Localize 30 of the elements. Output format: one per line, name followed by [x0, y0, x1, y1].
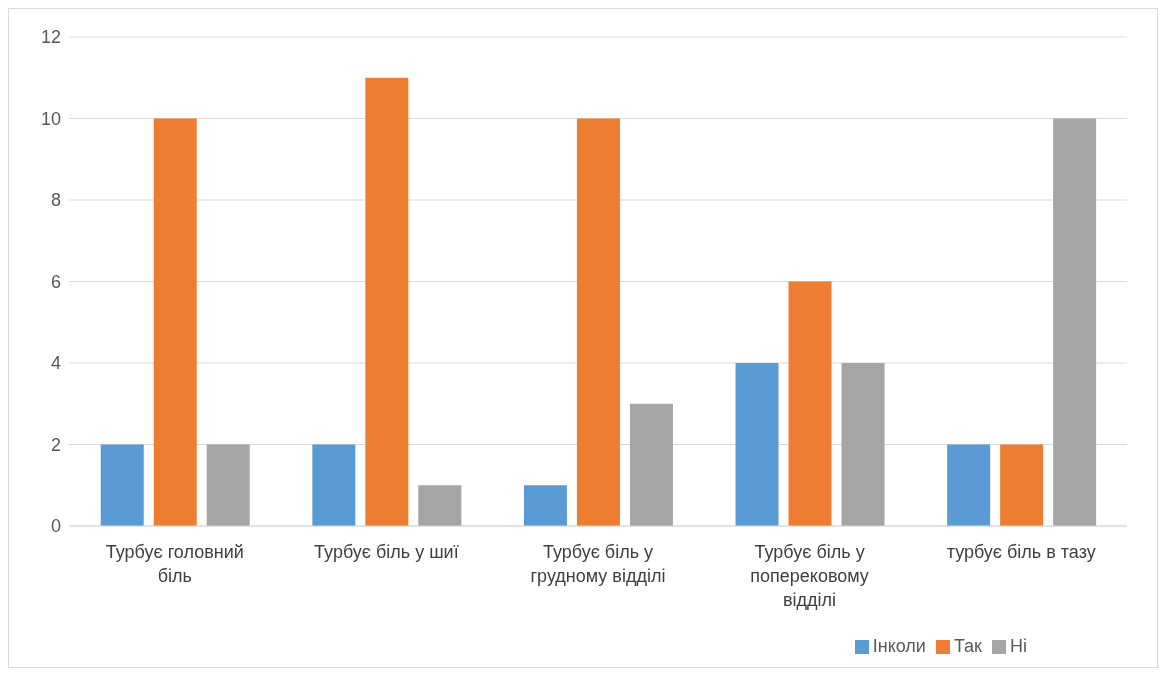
bar: [365, 77, 409, 526]
bar: [841, 363, 885, 526]
bar: [788, 281, 832, 526]
y-tick-label: 2: [50, 434, 61, 455]
y-tick-label: 10: [40, 108, 61, 129]
x-tick-label: Турбує біль у грудному відділі: [530, 542, 666, 586]
bar: [1000, 444, 1044, 526]
bar: [576, 118, 620, 526]
bar: [735, 363, 779, 526]
bar: [523, 485, 567, 526]
bar: [153, 118, 197, 526]
x-tick-label: Турбує біль у поперековому відділі: [750, 542, 869, 610]
y-tick-label: 0: [50, 516, 61, 537]
y-tick-label: 8: [50, 190, 61, 211]
x-tick-label: турбує біль в тазу: [946, 542, 1096, 562]
y-tick-label: 4: [50, 353, 61, 374]
y-tick-label: 6: [50, 271, 61, 292]
bar: [312, 444, 356, 526]
legend-label: Так: [953, 636, 982, 656]
legend-label: Ні: [1010, 636, 1027, 656]
x-tick-label: Турбує головний біль: [105, 542, 244, 586]
bar: [947, 444, 991, 526]
x-tick-label: Турбує біль у шиї: [314, 542, 459, 562]
y-tick-label: 12: [40, 27, 61, 48]
bar: [629, 403, 673, 526]
bar: [418, 485, 462, 526]
legend-label: Інколи: [872, 636, 926, 656]
bar: [100, 444, 144, 526]
bar: [206, 444, 250, 526]
bar: [1053, 118, 1097, 526]
